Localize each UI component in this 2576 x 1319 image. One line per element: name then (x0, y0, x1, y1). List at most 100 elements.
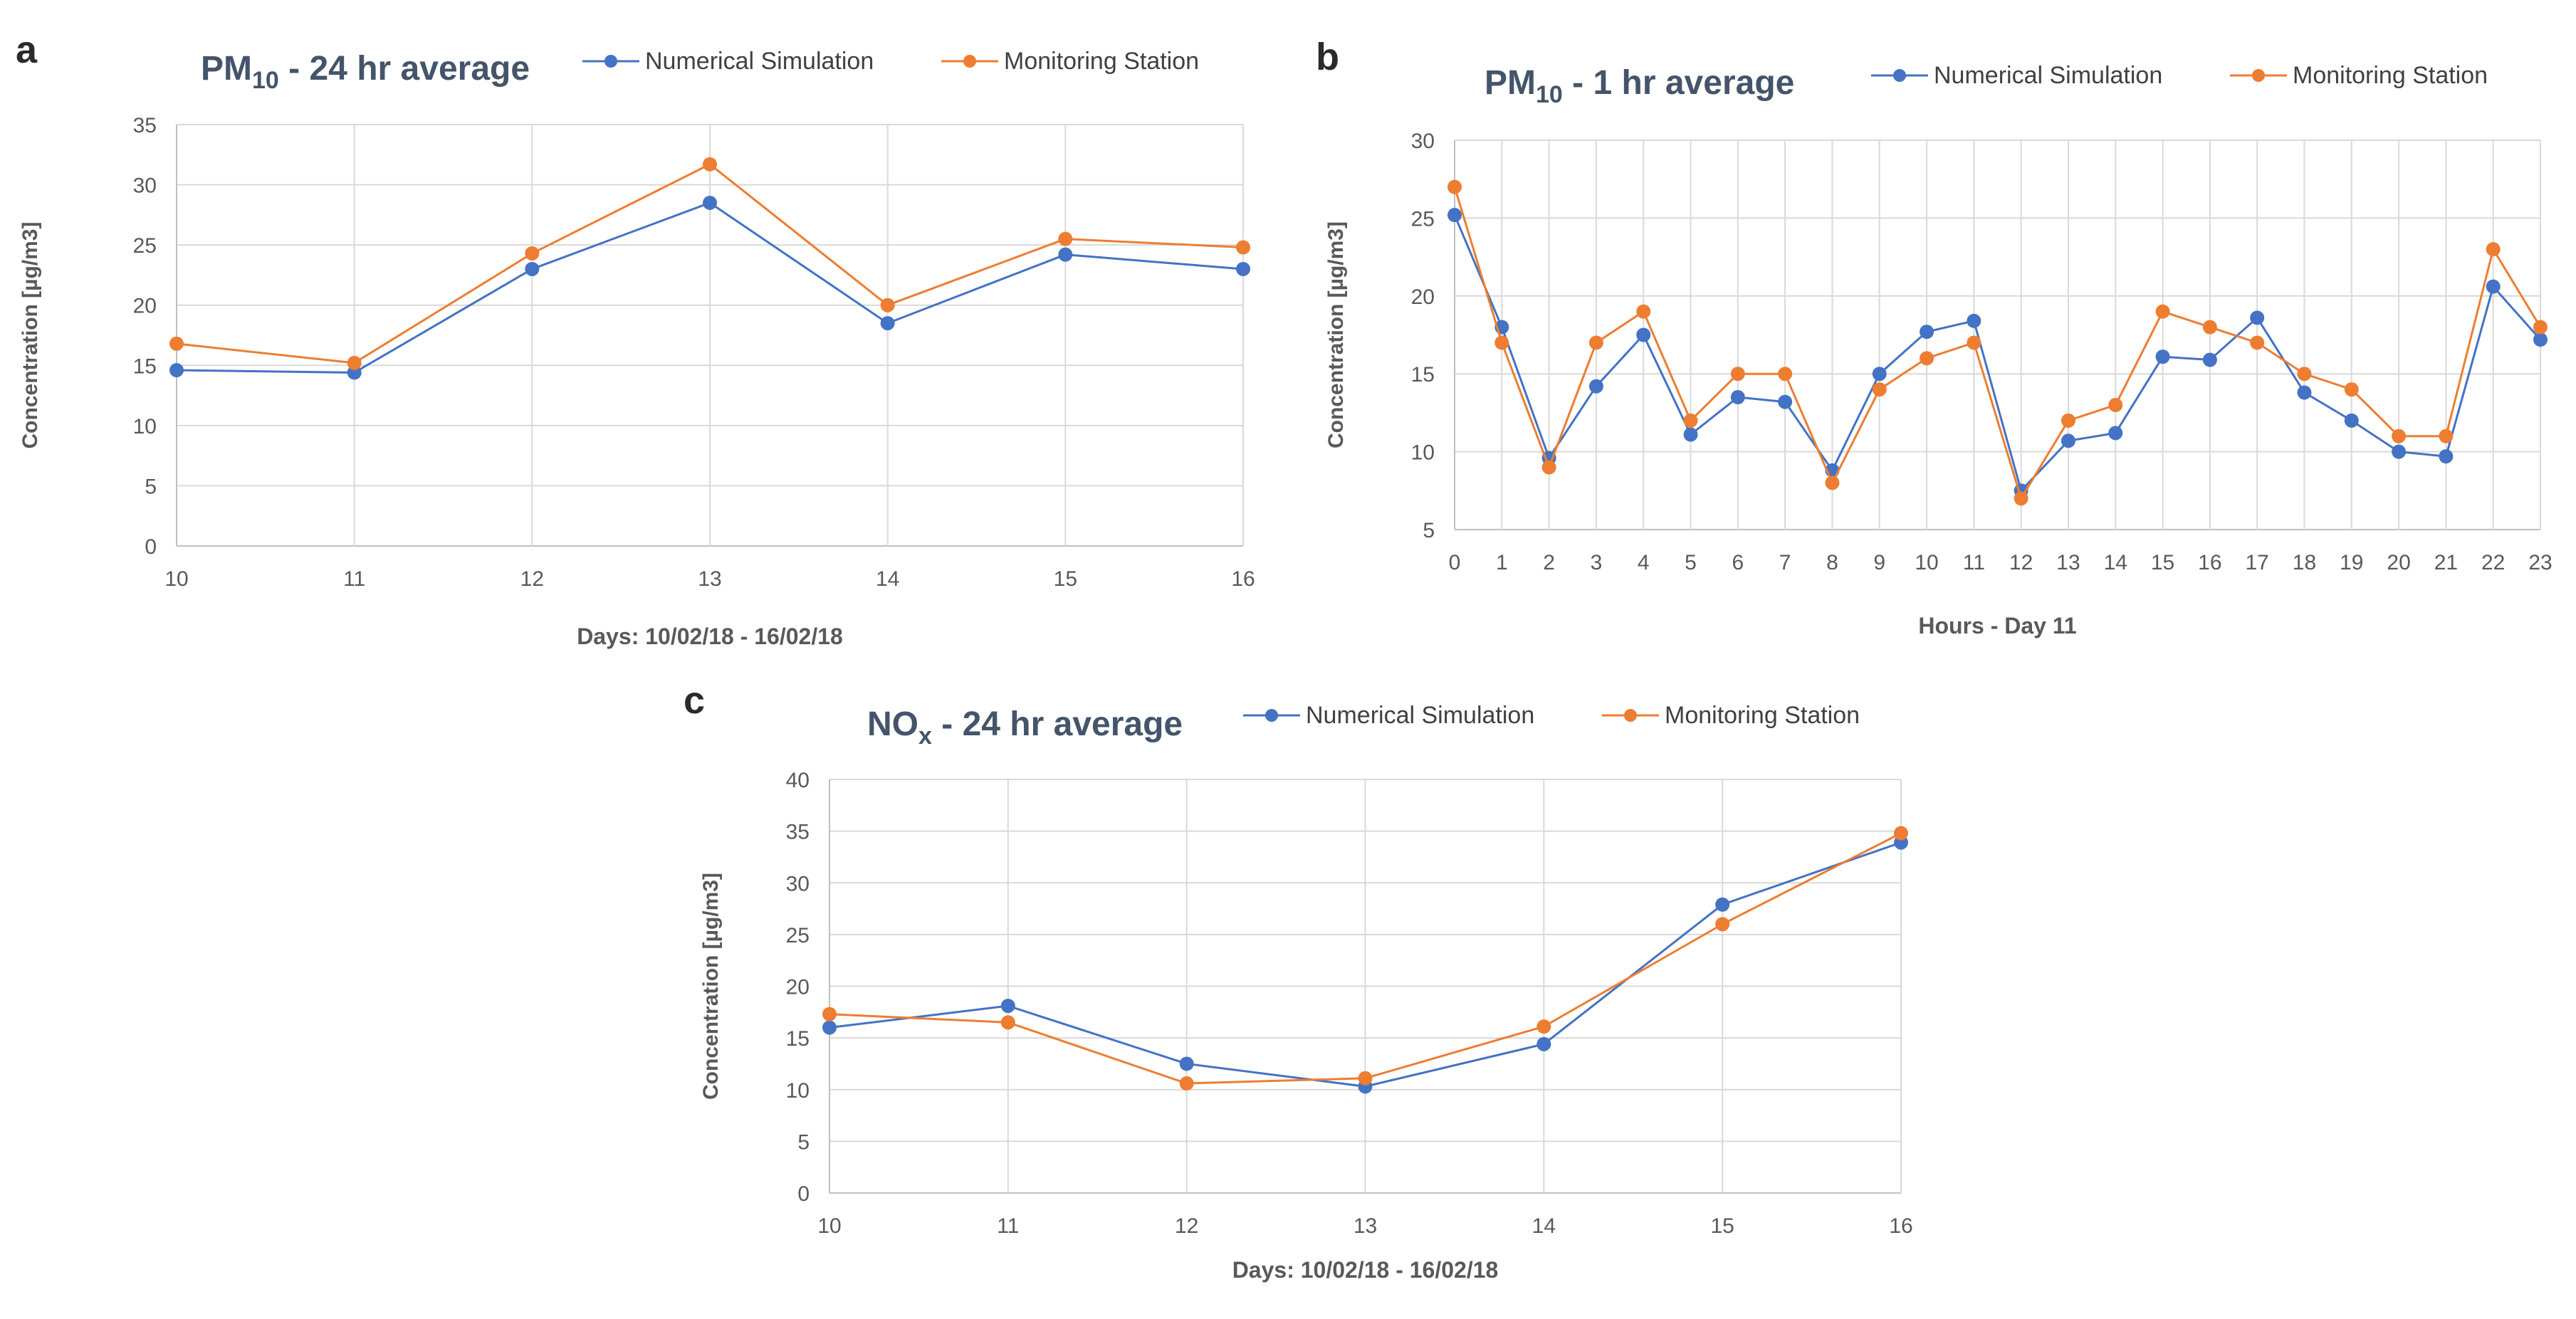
data-point (525, 246, 540, 261)
x-tick-label: 1 (1496, 551, 1508, 574)
data-point (2486, 279, 2501, 294)
x-tick-label: 22 (2481, 551, 2505, 574)
data-point (1967, 313, 1981, 328)
x-tick-label: 11 (1963, 551, 1985, 574)
y-tick-label: 40 (786, 769, 810, 792)
data-point (1825, 475, 1840, 490)
legend-marker-0 (604, 55, 617, 68)
data-point (1778, 367, 1793, 382)
data-point (2014, 491, 2028, 506)
chart-panel-a: a PM10 - 24 hr average Numerical Simulatio… (16, 28, 1255, 649)
legend-a: Numerical Simulation Monitoring Station (582, 48, 1199, 75)
data-point (2155, 304, 2170, 319)
data-point (2155, 350, 2170, 364)
legend-b: Numerical Simulation Monitoring Station (1871, 62, 2488, 89)
series-numerical-simulation (1447, 208, 2548, 498)
legend-entry-0: Numerical Simulation (645, 48, 874, 75)
data-point (2392, 444, 2407, 459)
x-tick-label: 18 (2293, 551, 2316, 574)
chart-title-a: PM10 - 24 hr average (201, 50, 530, 94)
series-line (1453, 186, 2542, 501)
data-point (703, 157, 717, 172)
data-point (822, 1020, 837, 1035)
data-point (1536, 1019, 1551, 1034)
data-point (1715, 917, 1730, 932)
x-axis-title: Days: 10/02/18 - 16/02/18 (1232, 1257, 1499, 1283)
series-monitoring-station (1447, 179, 2548, 506)
chart-panel-c: c NOx - 24 hr average Numerical Simulation… (684, 679, 1913, 1283)
chart-title-base: PM (1485, 64, 1536, 102)
data-point (2344, 382, 2359, 397)
x-axis-title: Hours - Day 11 (1918, 613, 2076, 639)
x-tick-label: 0 (1449, 551, 1461, 574)
legend-marker-1 (2252, 69, 2265, 82)
y-axis-title: Concentration [µg/m3] (1324, 221, 1348, 448)
x-tick-label: 16 (1889, 1214, 1912, 1238)
data-point (822, 1007, 837, 1021)
x-tick-label: 3 (1591, 551, 1603, 574)
y-tick-label: 30 (133, 174, 157, 198)
data-point (2297, 385, 2312, 400)
chart-title-rest: - 24 hr average (932, 705, 1183, 743)
data-point (1920, 351, 1934, 366)
x-tick-label: 12 (520, 567, 544, 591)
panel-label-c: c (684, 679, 705, 722)
data-point (703, 195, 717, 210)
data-point (1541, 460, 1556, 475)
data-point (1872, 367, 1887, 382)
y-tick-label: 15 (786, 1027, 810, 1051)
y-tick-label: 15 (1411, 363, 1435, 387)
x-tick-label: 12 (1175, 1214, 1198, 1238)
y-tick-label: 5 (1423, 519, 1435, 542)
y-tick-label: 30 (786, 872, 810, 895)
data-point (2250, 310, 2265, 325)
data-point (1236, 240, 1250, 255)
x-tick-label: 7 (1779, 551, 1791, 574)
chart-title-base: NO (867, 705, 918, 743)
data-point (2486, 242, 2501, 257)
data-point (1715, 897, 1730, 912)
legend-marker-0 (1893, 69, 1906, 82)
data-point (1967, 335, 1981, 350)
data-point (1179, 1076, 1194, 1091)
data-point (1636, 327, 1651, 342)
x-tick-label: 13 (2056, 551, 2080, 574)
y-tick-label: 20 (133, 295, 157, 318)
x-tick-label: 21 (2434, 551, 2458, 574)
data-point (880, 298, 895, 312)
x-tick-label: 20 (2387, 551, 2410, 574)
y-tick-label: 25 (1411, 207, 1435, 231)
data-point (347, 355, 362, 370)
data-point (1920, 325, 1934, 340)
data-point (2108, 426, 2123, 441)
legend-marker-0 (1265, 709, 1278, 722)
x-tick-label: 13 (1354, 1214, 1377, 1238)
data-point (2202, 320, 2217, 335)
x-tick-label: 15 (1054, 567, 1077, 591)
data-point (2202, 352, 2217, 367)
data-point (2108, 397, 2123, 412)
panel-label-b: b (1316, 36, 1339, 78)
chart-title-subscript: 10 (252, 67, 279, 94)
legend-entry-0: Numerical Simulation (1306, 702, 1534, 729)
data-point (2533, 332, 2548, 347)
y-tick-label: 35 (133, 114, 157, 137)
y-tick-label: 25 (133, 234, 157, 258)
data-point (1730, 390, 1745, 405)
data-point (1058, 247, 1073, 262)
x-tick-label: 16 (1231, 567, 1255, 591)
data-point (1447, 179, 1462, 194)
x-tick-label: 14 (876, 567, 899, 591)
legend-entry-1: Monitoring Station (1665, 702, 1860, 729)
data-point (1872, 382, 1887, 397)
y-tick-label: 5 (145, 475, 157, 498)
x-tick-label: 6 (1732, 551, 1744, 574)
chart-title-base: PM (201, 50, 252, 88)
x-tick-label: 10 (817, 1214, 841, 1238)
x-tick-label: 15 (1710, 1214, 1734, 1238)
data-point (2297, 367, 2312, 382)
data-point (1778, 394, 1793, 409)
x-tick-label: 11 (343, 567, 365, 591)
data-point (2439, 429, 2454, 443)
